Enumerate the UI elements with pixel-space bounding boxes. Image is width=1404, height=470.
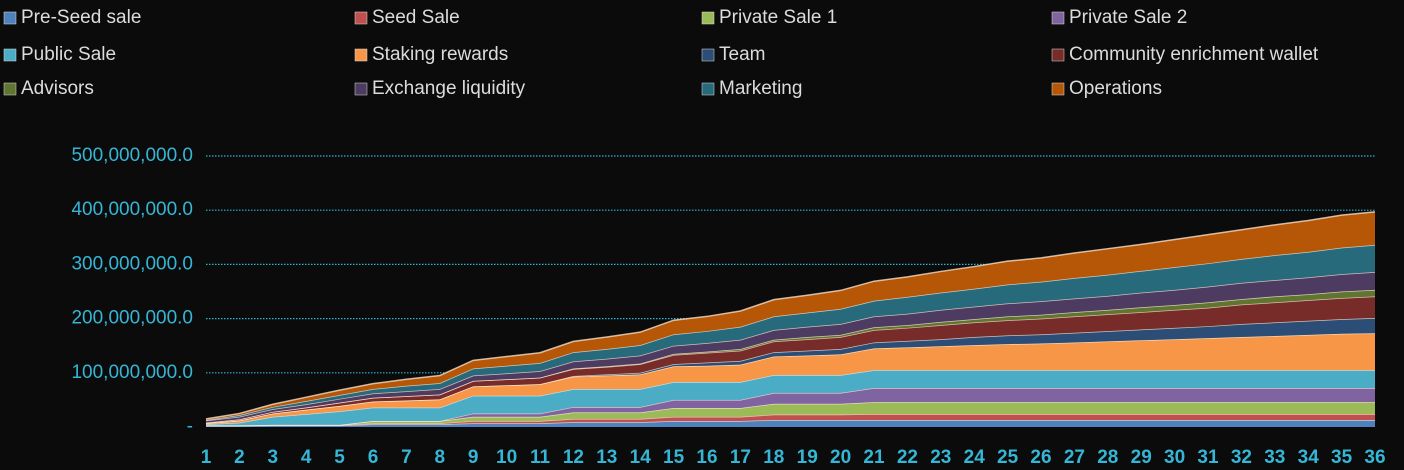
x-tick-label: 10 <box>496 447 517 468</box>
x-tick-label: 2 <box>234 447 245 468</box>
x-tick-label: 4 <box>301 447 312 468</box>
legend-swatch <box>701 82 715 96</box>
x-tick-label: 29 <box>1131 447 1152 468</box>
legend-swatch <box>701 48 715 62</box>
legend-swatch <box>3 48 17 62</box>
y-tick-label: 500,000,000.0 <box>71 145 193 166</box>
y-tick-label: 400,000,000.0 <box>71 199 193 220</box>
legend-label: Operations <box>1069 78 1162 99</box>
area <box>206 244 1375 421</box>
x-tick-label: 25 <box>997 447 1019 468</box>
legend-label: Marketing <box>719 78 802 99</box>
legend-label: Seed Sale <box>372 7 460 28</box>
legend-label: Staking rewards <box>372 44 508 65</box>
x-tick-label: 19 <box>797 447 818 468</box>
area <box>206 296 1375 424</box>
legend-label: Public Sale <box>21 44 116 65</box>
legend-swatch <box>701 11 715 25</box>
area <box>206 333 1375 425</box>
area <box>206 402 1375 426</box>
y-tick-label: 200,000,000.0 <box>71 308 193 329</box>
area <box>206 370 1375 426</box>
x-tick-label: 26 <box>1030 447 1051 468</box>
legend-swatch <box>354 11 368 25</box>
y-tick-label: 300,000,000.0 <box>71 253 193 274</box>
legend-label: Private Sale 2 <box>1069 7 1187 28</box>
legend-swatch <box>1051 11 1065 25</box>
legend-label: Advisors <box>21 78 94 99</box>
x-tick-label: 27 <box>1064 447 1085 468</box>
x-tick-label: 3 <box>268 447 279 468</box>
x-tick-label: 32 <box>1231 447 1252 468</box>
y-tick-label: - <box>187 416 193 437</box>
x-tick-label: 8 <box>435 447 446 468</box>
x-tick-label: 14 <box>630 447 652 468</box>
x-tick-label: 28 <box>1097 447 1118 468</box>
x-tick-label: 24 <box>964 447 986 468</box>
legend-swatch <box>1051 48 1065 62</box>
area <box>206 318 1375 424</box>
x-tick-label: 30 <box>1164 447 1185 468</box>
x-tick-label: 35 <box>1331 447 1353 468</box>
x-tick-label: 11 <box>530 447 551 468</box>
area <box>206 387 1375 426</box>
x-tick-label: 15 <box>663 447 685 468</box>
x-tick-label: 16 <box>696 447 717 468</box>
x-tick-label: 13 <box>596 447 617 468</box>
legend-label: Team <box>719 44 765 65</box>
legend-label: Community enrichment wallet <box>1069 44 1319 65</box>
legend-swatch <box>354 82 368 96</box>
area <box>206 289 1375 423</box>
legend-swatch <box>3 11 17 25</box>
x-tick-label: 12 <box>563 447 584 468</box>
x-tick-label: 7 <box>401 447 412 468</box>
x-tick-label: 17 <box>730 447 751 468</box>
x-tick-label: 9 <box>468 447 479 468</box>
area-edge <box>205 211 1376 420</box>
legend-swatch <box>3 82 17 96</box>
legend-swatch <box>354 48 368 62</box>
legend-label: Private Sale 1 <box>719 7 837 28</box>
legend-label: Pre-Seed sale <box>21 7 141 28</box>
x-tick-label: 22 <box>897 447 918 468</box>
x-tick-label: 36 <box>1364 447 1385 468</box>
x-tick-label: 5 <box>334 447 345 468</box>
x-tick-label: 6 <box>368 447 379 468</box>
x-tick-label: 21 <box>863 447 885 468</box>
x-tick-label: 20 <box>830 447 851 468</box>
area <box>206 419 1375 427</box>
y-tick-label: 100,000,000.0 <box>71 362 193 383</box>
legend-label: Exchange liquidity <box>372 78 526 99</box>
x-tick-label: 18 <box>763 447 784 468</box>
area <box>206 211 1375 420</box>
x-tick-label: 31 <box>1197 447 1219 468</box>
area <box>206 413 1375 426</box>
x-tick-label: 34 <box>1298 447 1320 468</box>
x-tick-label: 23 <box>930 447 951 468</box>
legend-swatch <box>1051 82 1065 96</box>
x-tick-label: 1 <box>201 447 212 468</box>
x-tick-label: 33 <box>1264 447 1285 468</box>
area <box>206 271 1375 423</box>
